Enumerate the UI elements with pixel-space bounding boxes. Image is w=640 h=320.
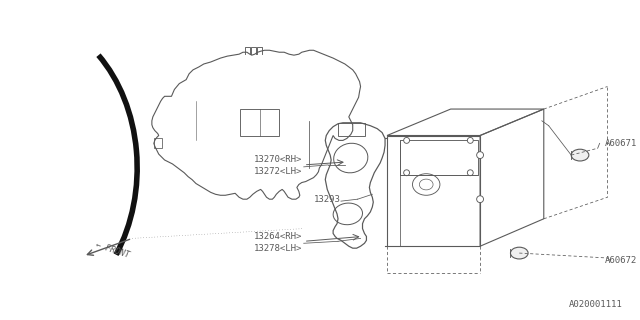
Text: A60671: A60671: [605, 139, 637, 148]
Text: 13270<RH>: 13270<RH>: [253, 156, 302, 164]
Text: A60672: A60672: [605, 256, 637, 265]
Text: ← FRONT: ← FRONT: [95, 240, 131, 260]
Circle shape: [477, 152, 484, 158]
Text: 13293: 13293: [314, 195, 341, 204]
Text: 13278<LH>: 13278<LH>: [253, 244, 302, 253]
Ellipse shape: [511, 247, 528, 259]
Circle shape: [477, 196, 484, 203]
Circle shape: [404, 138, 410, 143]
Circle shape: [467, 170, 473, 176]
Text: 13272<LH>: 13272<LH>: [253, 167, 302, 176]
Text: A020001111: A020001111: [568, 300, 622, 309]
Circle shape: [404, 170, 410, 176]
Circle shape: [467, 138, 473, 143]
Text: 13264<RH>: 13264<RH>: [253, 232, 302, 241]
Ellipse shape: [572, 149, 589, 161]
